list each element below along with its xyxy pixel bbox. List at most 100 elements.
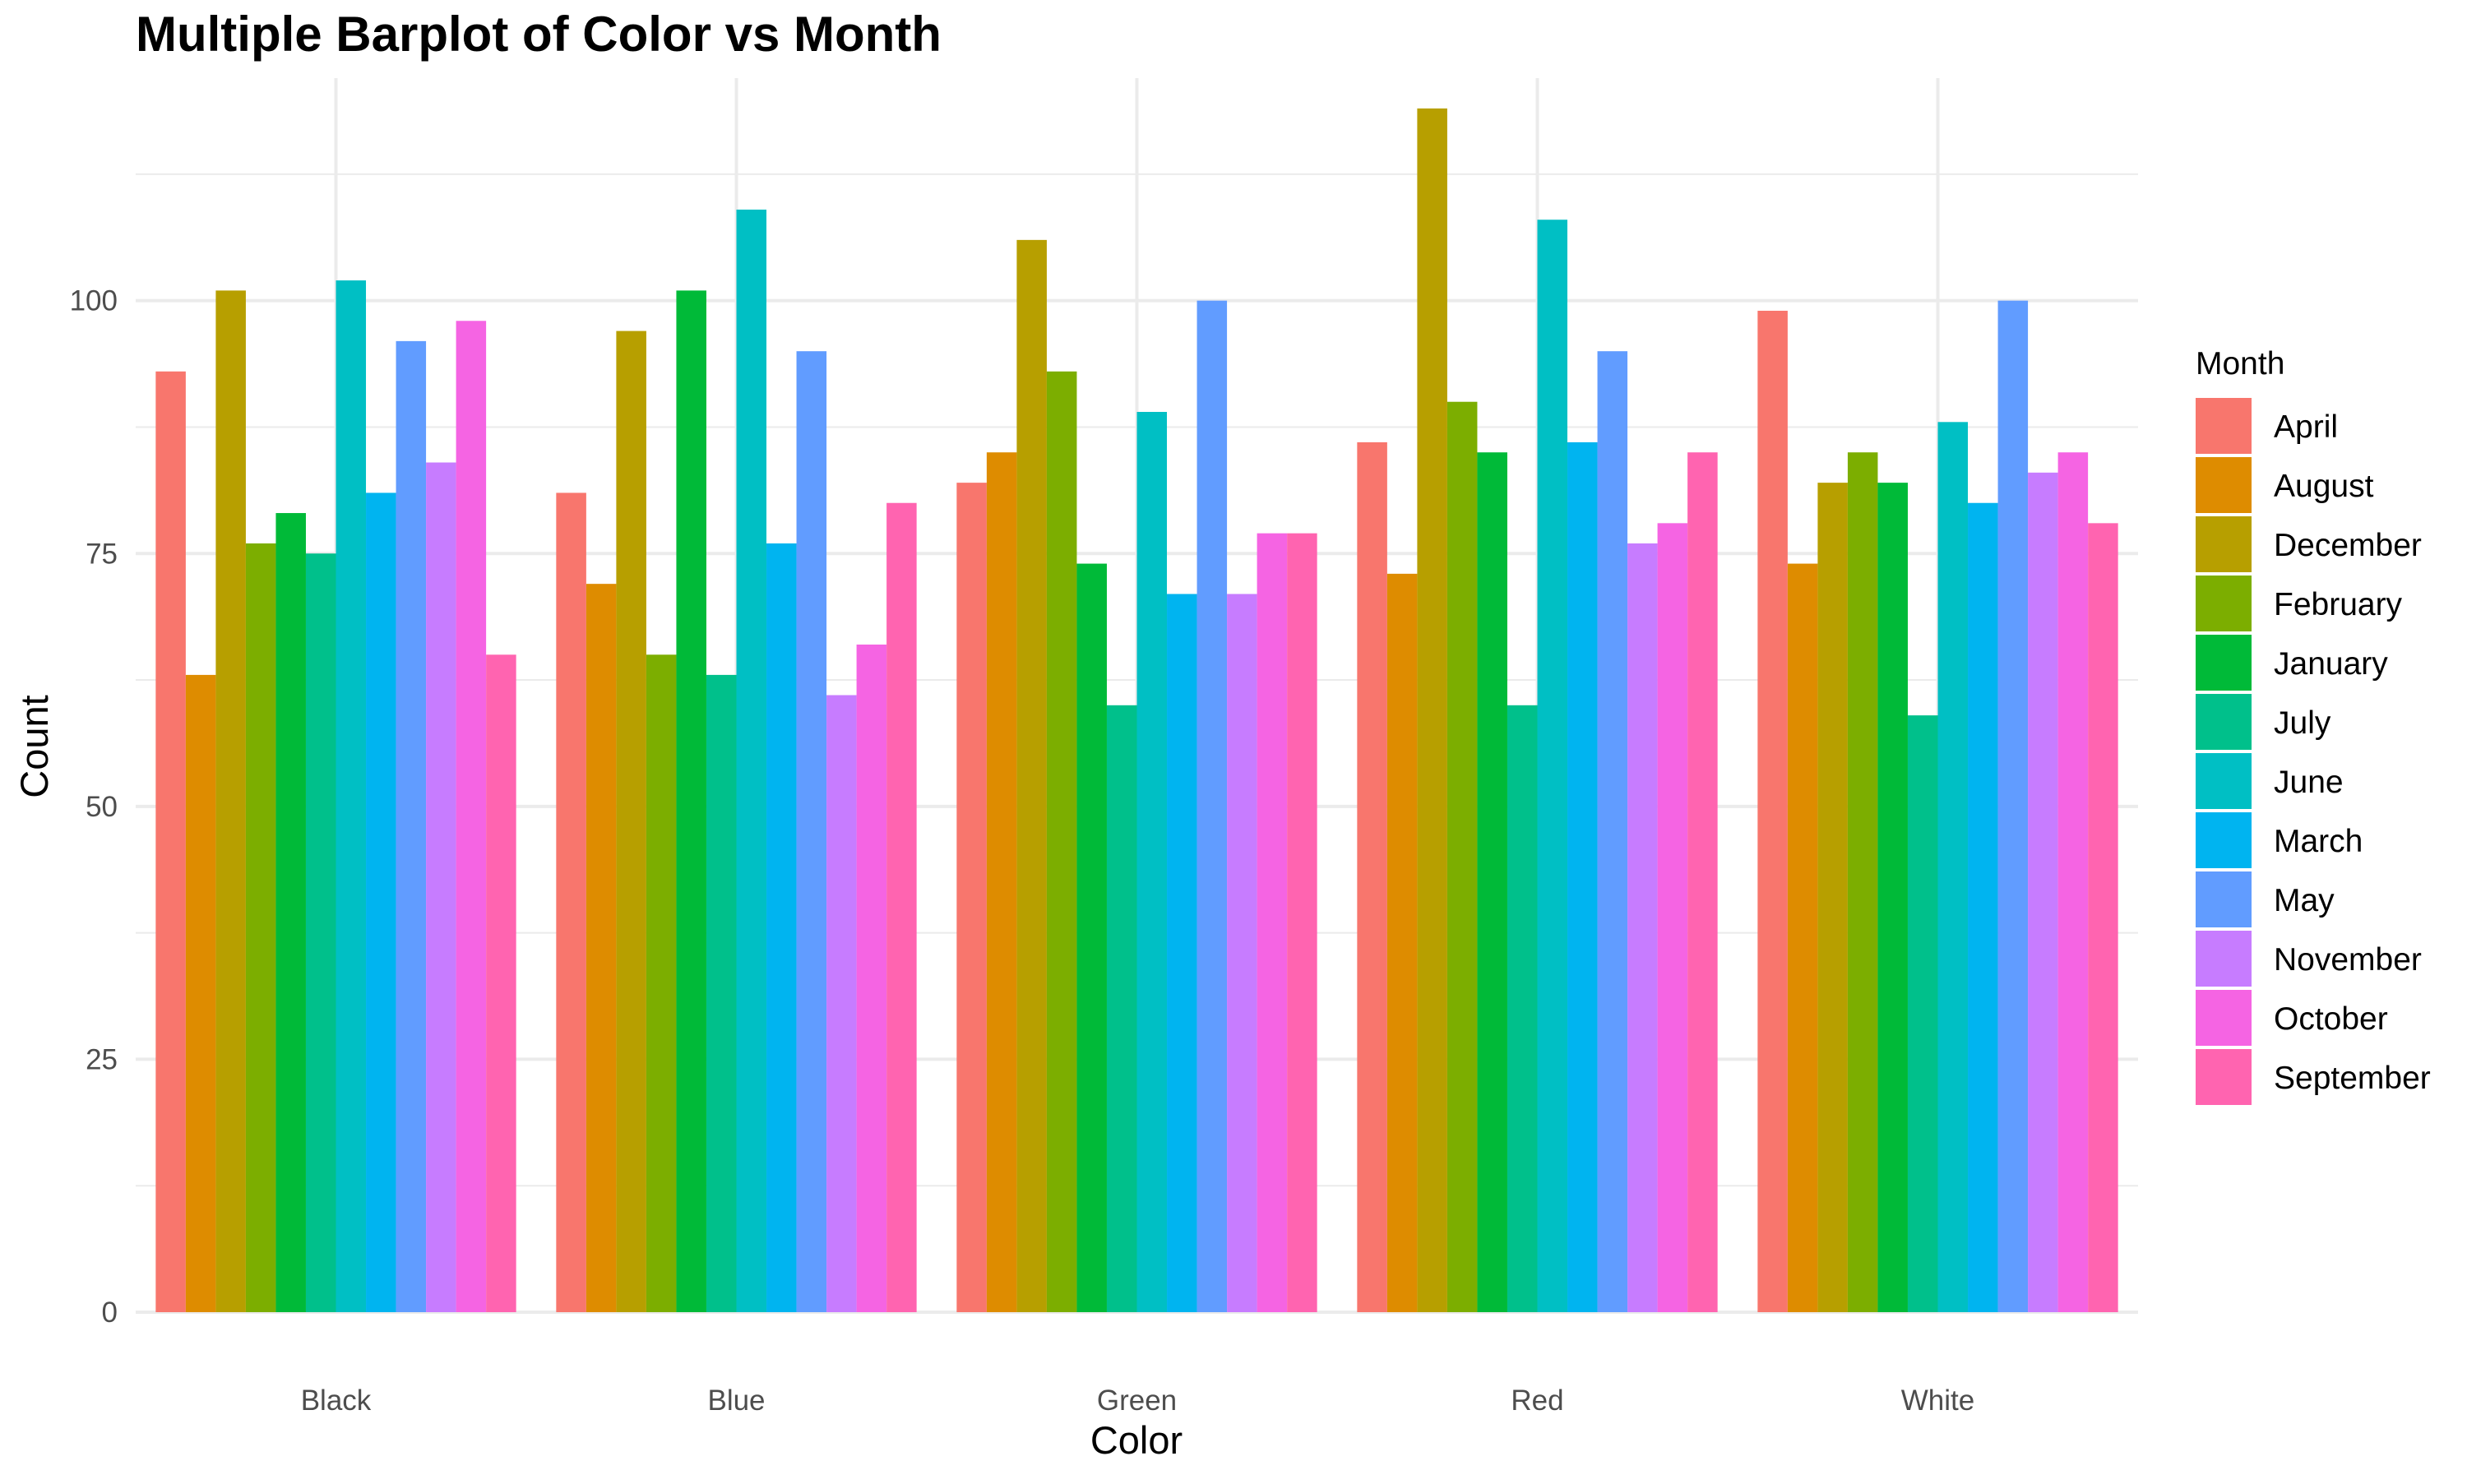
bar-green-february: [1046, 371, 1077, 1313]
y-tick-label: 75: [86, 538, 118, 570]
bar-red-march: [1567, 442, 1598, 1313]
x-tick-label: Black: [301, 1385, 372, 1417]
legend-key: [2196, 812, 2252, 868]
bar-red-july: [1507, 705, 1538, 1312]
bar-green-july: [1106, 705, 1137, 1312]
y-tick-label: 25: [86, 1043, 118, 1075]
bar-black-may: [396, 340, 427, 1312]
x-axis-title: Color: [1090, 1418, 1183, 1462]
x-tick-label: Blue: [707, 1385, 765, 1417]
legend-label: November: [2274, 942, 2422, 978]
legend-label: July: [2274, 705, 2331, 741]
bar-green-november: [1227, 594, 1257, 1312]
bar-white-march: [1968, 502, 1998, 1312]
bar-red-may: [1597, 351, 1628, 1313]
legend: Month April August December February January…: [2196, 346, 2431, 1105]
bar-blue-april: [556, 492, 586, 1312]
legend-label: August: [2274, 469, 2374, 504]
bar-black-march: [366, 492, 396, 1312]
y-axis: 0 25 50 75 100: [70, 285, 118, 1329]
bar-black-december: [215, 290, 246, 1312]
bar-white-may: [1997, 300, 2029, 1312]
bar-blue-march: [766, 543, 797, 1312]
chart-title: Multiple Barplot of Color vs Month: [136, 7, 942, 62]
bar-blue-november: [826, 695, 857, 1312]
bar-red-april: [1357, 442, 1387, 1313]
bar-red-november: [1627, 543, 1658, 1312]
bar-black-september: [486, 654, 516, 1312]
bars-group: [155, 108, 2118, 1313]
legend-title: Month: [2196, 346, 2284, 381]
legend-key: [2196, 753, 2252, 809]
bar-blue-june: [736, 209, 767, 1312]
bar-white-april: [1757, 310, 1788, 1313]
legend-label: February: [2274, 587, 2403, 622]
bar-red-june: [1537, 220, 1568, 1313]
bar-white-september: [2088, 523, 2118, 1312]
bar-white-november: [2028, 472, 2058, 1312]
y-tick-label: 50: [86, 791, 118, 823]
bar-green-april: [956, 483, 987, 1312]
bar-white-january: [1877, 483, 1908, 1312]
legend-key: [2196, 516, 2252, 572]
bar-green-september: [1287, 533, 1317, 1312]
bar-black-june: [336, 280, 367, 1313]
legend-key: [2196, 694, 2252, 750]
legend-label: September: [2274, 1061, 2431, 1096]
legend-key: [2196, 576, 2252, 631]
legend-label: June: [2274, 765, 2344, 800]
bar-white-december: [1817, 483, 1848, 1312]
bar-green-may: [1196, 300, 1228, 1312]
x-tick-label: Red: [1511, 1385, 1563, 1417]
y-tick-label: 0: [102, 1297, 118, 1329]
legend-key: [2196, 871, 2252, 927]
bar-blue-october: [856, 644, 887, 1312]
bar-black-july: [305, 553, 336, 1312]
bar-white-june: [1937, 422, 1969, 1312]
legend-key: [2196, 635, 2252, 691]
legend-label: October: [2274, 1001, 2388, 1037]
legend-key: [2196, 457, 2252, 513]
bar-white-february: [1847, 452, 1878, 1312]
legend-key: [2196, 398, 2252, 454]
legend-label: May: [2274, 883, 2335, 918]
bar-black-november: [426, 462, 456, 1312]
x-axis: Black Blue Green Red White: [301, 1385, 1975, 1417]
bar-red-august: [1386, 573, 1418, 1312]
legend-label: March: [2274, 824, 2363, 859]
y-axis-title: Count: [12, 695, 56, 797]
bar-blue-august: [586, 584, 617, 1312]
bar-red-october: [1657, 523, 1688, 1312]
legend-label: April: [2274, 409, 2338, 445]
bar-red-january: [1477, 452, 1507, 1312]
bar-white-october: [2057, 452, 2089, 1312]
bar-green-june: [1136, 412, 1168, 1313]
legend-label: December: [2274, 528, 2422, 563]
bar-black-february: [245, 543, 276, 1312]
bar-black-april: [155, 371, 186, 1313]
bar-red-september: [1687, 452, 1718, 1312]
x-tick-label: White: [1901, 1385, 1974, 1417]
legend-key: [2196, 1049, 2252, 1105]
y-tick-label: 100: [70, 285, 118, 317]
bar-white-august: [1787, 563, 1818, 1312]
bar-black-january: [275, 513, 306, 1312]
bar-green-january: [1076, 563, 1107, 1312]
bar-green-march: [1167, 594, 1197, 1312]
legend-key: [2196, 931, 2252, 987]
x-tick-label: Green: [1097, 1385, 1177, 1417]
bar-white-july: [1907, 715, 1938, 1312]
bar-blue-december: [616, 331, 646, 1312]
bar-blue-february: [646, 654, 677, 1312]
bar-blue-july: [706, 674, 737, 1312]
bar-blue-january: [676, 290, 706, 1312]
bar-red-december: [1417, 108, 1447, 1313]
bar-green-october: [1257, 533, 1288, 1312]
bar-blue-may: [796, 351, 827, 1313]
bar-green-august: [986, 452, 1017, 1312]
bar-green-december: [1016, 239, 1047, 1313]
bar-black-august: [185, 674, 216, 1312]
bar-black-october: [456, 321, 487, 1312]
legend-label: January: [2274, 646, 2388, 682]
